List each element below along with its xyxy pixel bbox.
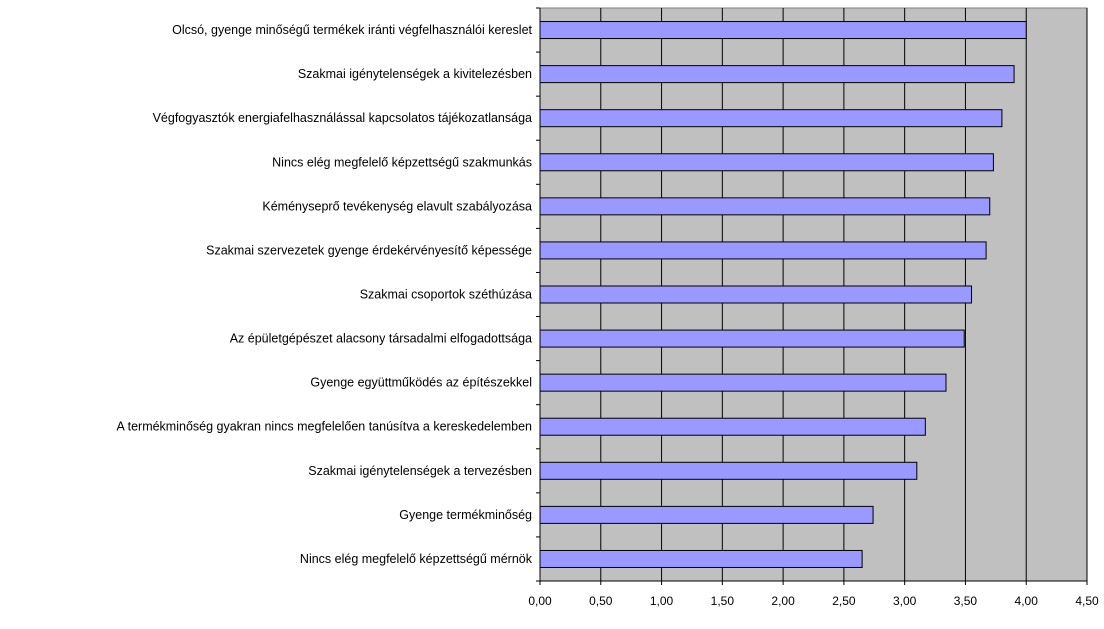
x-tick-label: 3,00: [893, 594, 917, 608]
bar: [539, 241, 987, 260]
bar: [539, 285, 973, 304]
bar: [539, 329, 965, 348]
bar: [539, 505, 874, 524]
bar: [539, 197, 991, 216]
x-tick-label: 2,00: [771, 594, 795, 608]
x-tick-label: 0,50: [589, 594, 613, 608]
category-label: Az épületgépészet alacsony társadalmi el…: [230, 332, 532, 346]
category-label: Olcsó, gyenge minőségű termékek iránti v…: [172, 23, 532, 37]
bar: [539, 153, 994, 172]
bar: [539, 373, 947, 392]
category-label: Szakmai igénytelenségek a tervezésben: [308, 464, 532, 478]
category-label: Gyenge együttműködés az építészekkel: [310, 376, 532, 390]
category-label: A termékminőség gyakran nincs megfelelőe…: [116, 420, 532, 434]
x-tick-label: 1,00: [650, 594, 674, 608]
bar: [539, 21, 1027, 40]
category-label: Kéményseprő tevékenység elavult szabályo…: [262, 199, 532, 213]
x-tick-label: 0,00: [528, 594, 552, 608]
x-tick-label: 4,50: [1075, 594, 1099, 608]
x-tick-label: 2,50: [832, 594, 856, 608]
category-label: Nincs elég megfelelő képzettségű szakmun…: [272, 155, 532, 169]
category-label: Szakmai igénytelenségek a kivitelezésben: [298, 67, 532, 81]
category-label: Gyenge termékminőség: [399, 508, 532, 522]
x-tick-label: 1,50: [711, 594, 735, 608]
bar: [539, 461, 918, 480]
bar: [539, 65, 1015, 84]
category-label: Szakmai csoportok széthúzása: [360, 288, 532, 302]
category-label: Szakmai szervezetek gyenge érdekérvényes…: [206, 243, 532, 257]
x-tick-label: 3,50: [954, 594, 978, 608]
x-tick-label: 4,00: [1015, 594, 1039, 608]
category-label: Nincs elég megfelelő képzettségű mérnök: [300, 552, 533, 566]
category-label: Végfogyasztók energiafelhasználással kap…: [153, 111, 532, 125]
bar: [539, 549, 863, 568]
bar: [539, 109, 1003, 128]
bar: [539, 417, 926, 436]
